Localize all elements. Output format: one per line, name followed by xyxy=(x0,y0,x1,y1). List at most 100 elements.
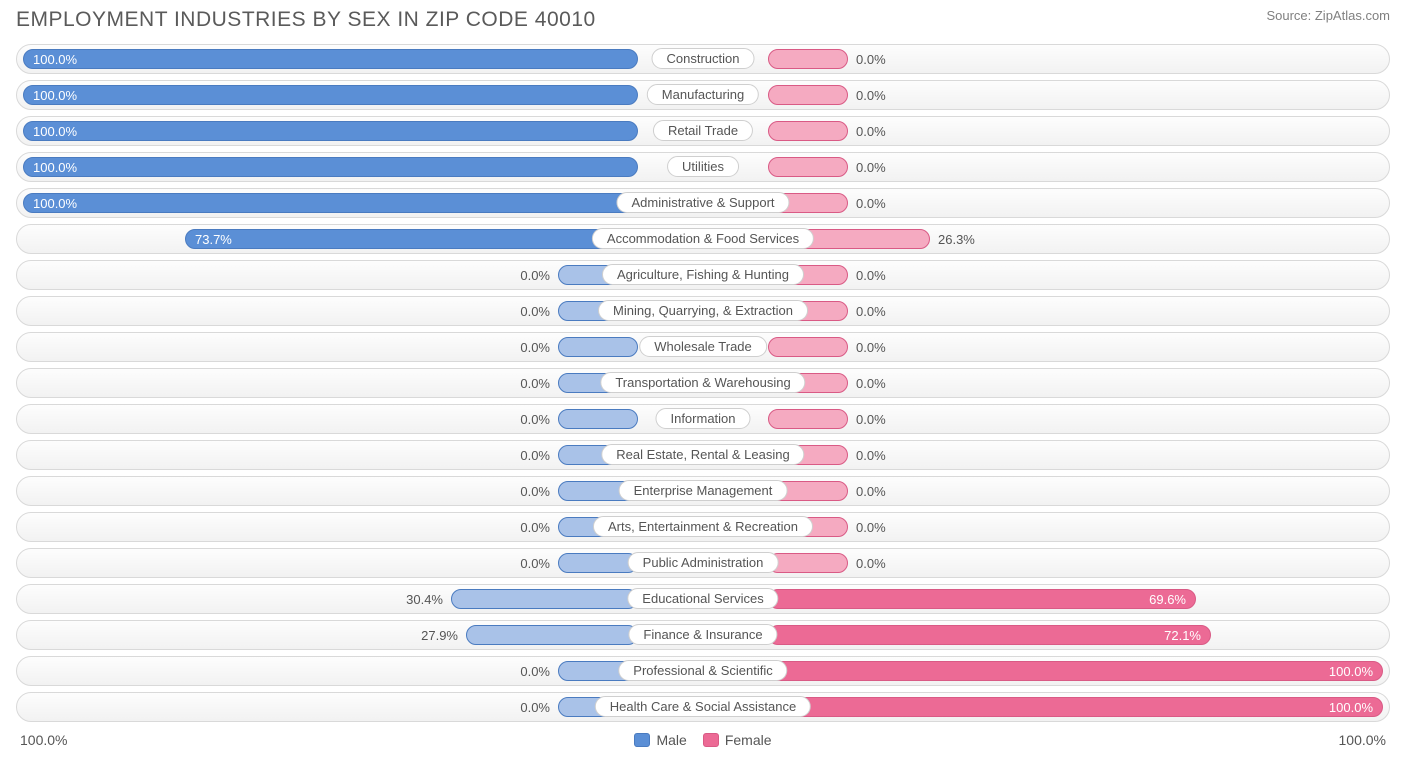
female-bar xyxy=(768,157,848,177)
category-label: Educational Services xyxy=(627,588,778,609)
category-label: Construction xyxy=(652,48,755,69)
chart-row: 0.0% 0.0% Information xyxy=(16,404,1390,434)
chart-row: 0.0% 0.0% Arts, Entertainment & Recreation xyxy=(16,512,1390,542)
chart-row: 73.7% 26.3% Accommodation & Food Services xyxy=(16,224,1390,254)
chart-title: EMPLOYMENT INDUSTRIES BY SEX IN ZIP CODE… xyxy=(16,8,596,32)
male-pct-label: 0.0% xyxy=(520,693,550,721)
category-label: Professional & Scientific xyxy=(618,660,787,681)
female-pct-label: 69.6% xyxy=(1149,585,1186,613)
chart-row: 0.0% 0.0% Wholesale Trade xyxy=(16,332,1390,362)
chart-row: 0.0% 0.0% Real Estate, Rental & Leasing xyxy=(16,440,1390,470)
male-pct-label: 0.0% xyxy=(520,513,550,541)
male-swatch-icon xyxy=(634,733,650,747)
female-bar xyxy=(768,121,848,141)
female-swatch-icon xyxy=(703,733,719,747)
chart-header: EMPLOYMENT INDUSTRIES BY SEX IN ZIP CODE… xyxy=(12,8,1394,32)
chart-row: 0.0%0.0%Transportation & Warehousing xyxy=(16,368,1390,398)
legend-item-female: Female xyxy=(703,732,772,748)
female-pct-label: 0.0% xyxy=(856,261,886,289)
category-label: Wholesale Trade xyxy=(639,336,767,357)
chart-row: 27.9% 72.1% Finance & Insurance xyxy=(16,620,1390,650)
chart-row: 0.0% 0.0% Mining, Quarrying, & Extraction xyxy=(16,296,1390,326)
chart-row: 0.0% 0.0% Public Administration xyxy=(16,548,1390,578)
male-pct-label: 0.0% xyxy=(520,333,550,361)
male-bar xyxy=(23,85,638,105)
female-pct-label: 0.0% xyxy=(856,189,886,217)
female-pct-label: 0.0% xyxy=(856,549,886,577)
male-pct-label: 27.9% xyxy=(421,621,458,649)
female-pct-label: 72.1% xyxy=(1164,621,1201,649)
female-bar xyxy=(768,337,848,357)
male-pct-label: 100.0% xyxy=(33,189,77,217)
male-pct-label: 0.0% xyxy=(520,297,550,325)
female-pct-label: 0.0% xyxy=(856,513,886,541)
female-pct-label: 0.0% xyxy=(856,405,886,433)
male-pct-label: 30.4% xyxy=(406,585,443,613)
female-bar xyxy=(768,697,1383,717)
female-pct-label: 0.0% xyxy=(856,45,886,73)
category-label: Arts, Entertainment & Recreation xyxy=(593,516,813,537)
female-bar xyxy=(768,625,1211,645)
category-label: Agriculture, Fishing & Hunting xyxy=(602,264,804,285)
male-bar xyxy=(23,157,638,177)
female-pct-label: 0.0% xyxy=(856,477,886,505)
legend: Male Female xyxy=(634,732,771,748)
male-bar xyxy=(558,553,638,573)
category-label: Mining, Quarrying, & Extraction xyxy=(598,300,808,321)
chart-row: 0.0%100.0%Health Care & Social Assistanc… xyxy=(16,692,1390,722)
category-label: Enterprise Management xyxy=(619,480,788,501)
category-label: Manufacturing xyxy=(647,84,759,105)
male-pct-label: 0.0% xyxy=(520,549,550,577)
female-bar xyxy=(768,85,848,105)
category-label: Utilities xyxy=(667,156,739,177)
male-bar xyxy=(466,625,638,645)
legend-item-male: Male xyxy=(634,732,686,748)
male-pct-label: 0.0% xyxy=(520,441,550,469)
female-pct-label: 100.0% xyxy=(1329,657,1373,685)
male-pct-label: 73.7% xyxy=(195,225,232,253)
female-bar xyxy=(768,661,1383,681)
male-pct-label: 100.0% xyxy=(33,117,77,145)
female-bar xyxy=(768,49,848,69)
male-pct-label: 0.0% xyxy=(520,405,550,433)
male-pct-label: 0.0% xyxy=(520,369,550,397)
chart-source: Source: ZipAtlas.com xyxy=(1266,8,1390,23)
male-bar xyxy=(23,193,638,213)
category-label: Finance & Insurance xyxy=(628,624,777,645)
female-bar xyxy=(768,589,1196,609)
female-bar xyxy=(768,553,848,573)
male-bar xyxy=(23,49,638,69)
chart-row: 0.0%100.0%Professional & Scientific xyxy=(16,656,1390,686)
chart-row: 30.4% 69.6% Educational Services xyxy=(16,584,1390,614)
category-label: Administrative & Support xyxy=(616,192,789,213)
male-bar xyxy=(451,589,638,609)
chart-footer: 100.0% Male Female 100.0% xyxy=(12,728,1394,748)
legend-male-label: Male xyxy=(656,732,686,748)
male-pct-label: 100.0% xyxy=(33,45,77,73)
category-label: Real Estate, Rental & Leasing xyxy=(601,444,804,465)
male-bar xyxy=(185,229,638,249)
female-pct-label: 26.3% xyxy=(938,225,975,253)
chart-row: 100.0%0.0%Utilities xyxy=(16,152,1390,182)
chart-row: 100.0% 0.0% Retail Trade xyxy=(16,116,1390,146)
axis-left-max: 100.0% xyxy=(20,732,67,748)
legend-female-label: Female xyxy=(725,732,772,748)
female-pct-label: 0.0% xyxy=(856,297,886,325)
category-label: Retail Trade xyxy=(653,120,753,141)
category-label: Accommodation & Food Services xyxy=(592,228,814,249)
male-pct-label: 100.0% xyxy=(33,81,77,109)
female-pct-label: 0.0% xyxy=(856,369,886,397)
female-pct-label: 0.0% xyxy=(856,441,886,469)
category-label: Information xyxy=(655,408,750,429)
female-pct-label: 0.0% xyxy=(856,333,886,361)
female-pct-label: 0.0% xyxy=(856,117,886,145)
female-pct-label: 100.0% xyxy=(1329,693,1373,721)
male-pct-label: 0.0% xyxy=(520,477,550,505)
female-pct-label: 0.0% xyxy=(856,153,886,181)
chart-row: 100.0%0.0%Manufacturing xyxy=(16,80,1390,110)
category-label: Public Administration xyxy=(628,552,779,573)
chart-row: 0.0% 0.0% Enterprise Management xyxy=(16,476,1390,506)
chart-row: 100.0% 0.0% Construction xyxy=(16,44,1390,74)
male-pct-label: 0.0% xyxy=(520,261,550,289)
female-bar xyxy=(768,409,848,429)
